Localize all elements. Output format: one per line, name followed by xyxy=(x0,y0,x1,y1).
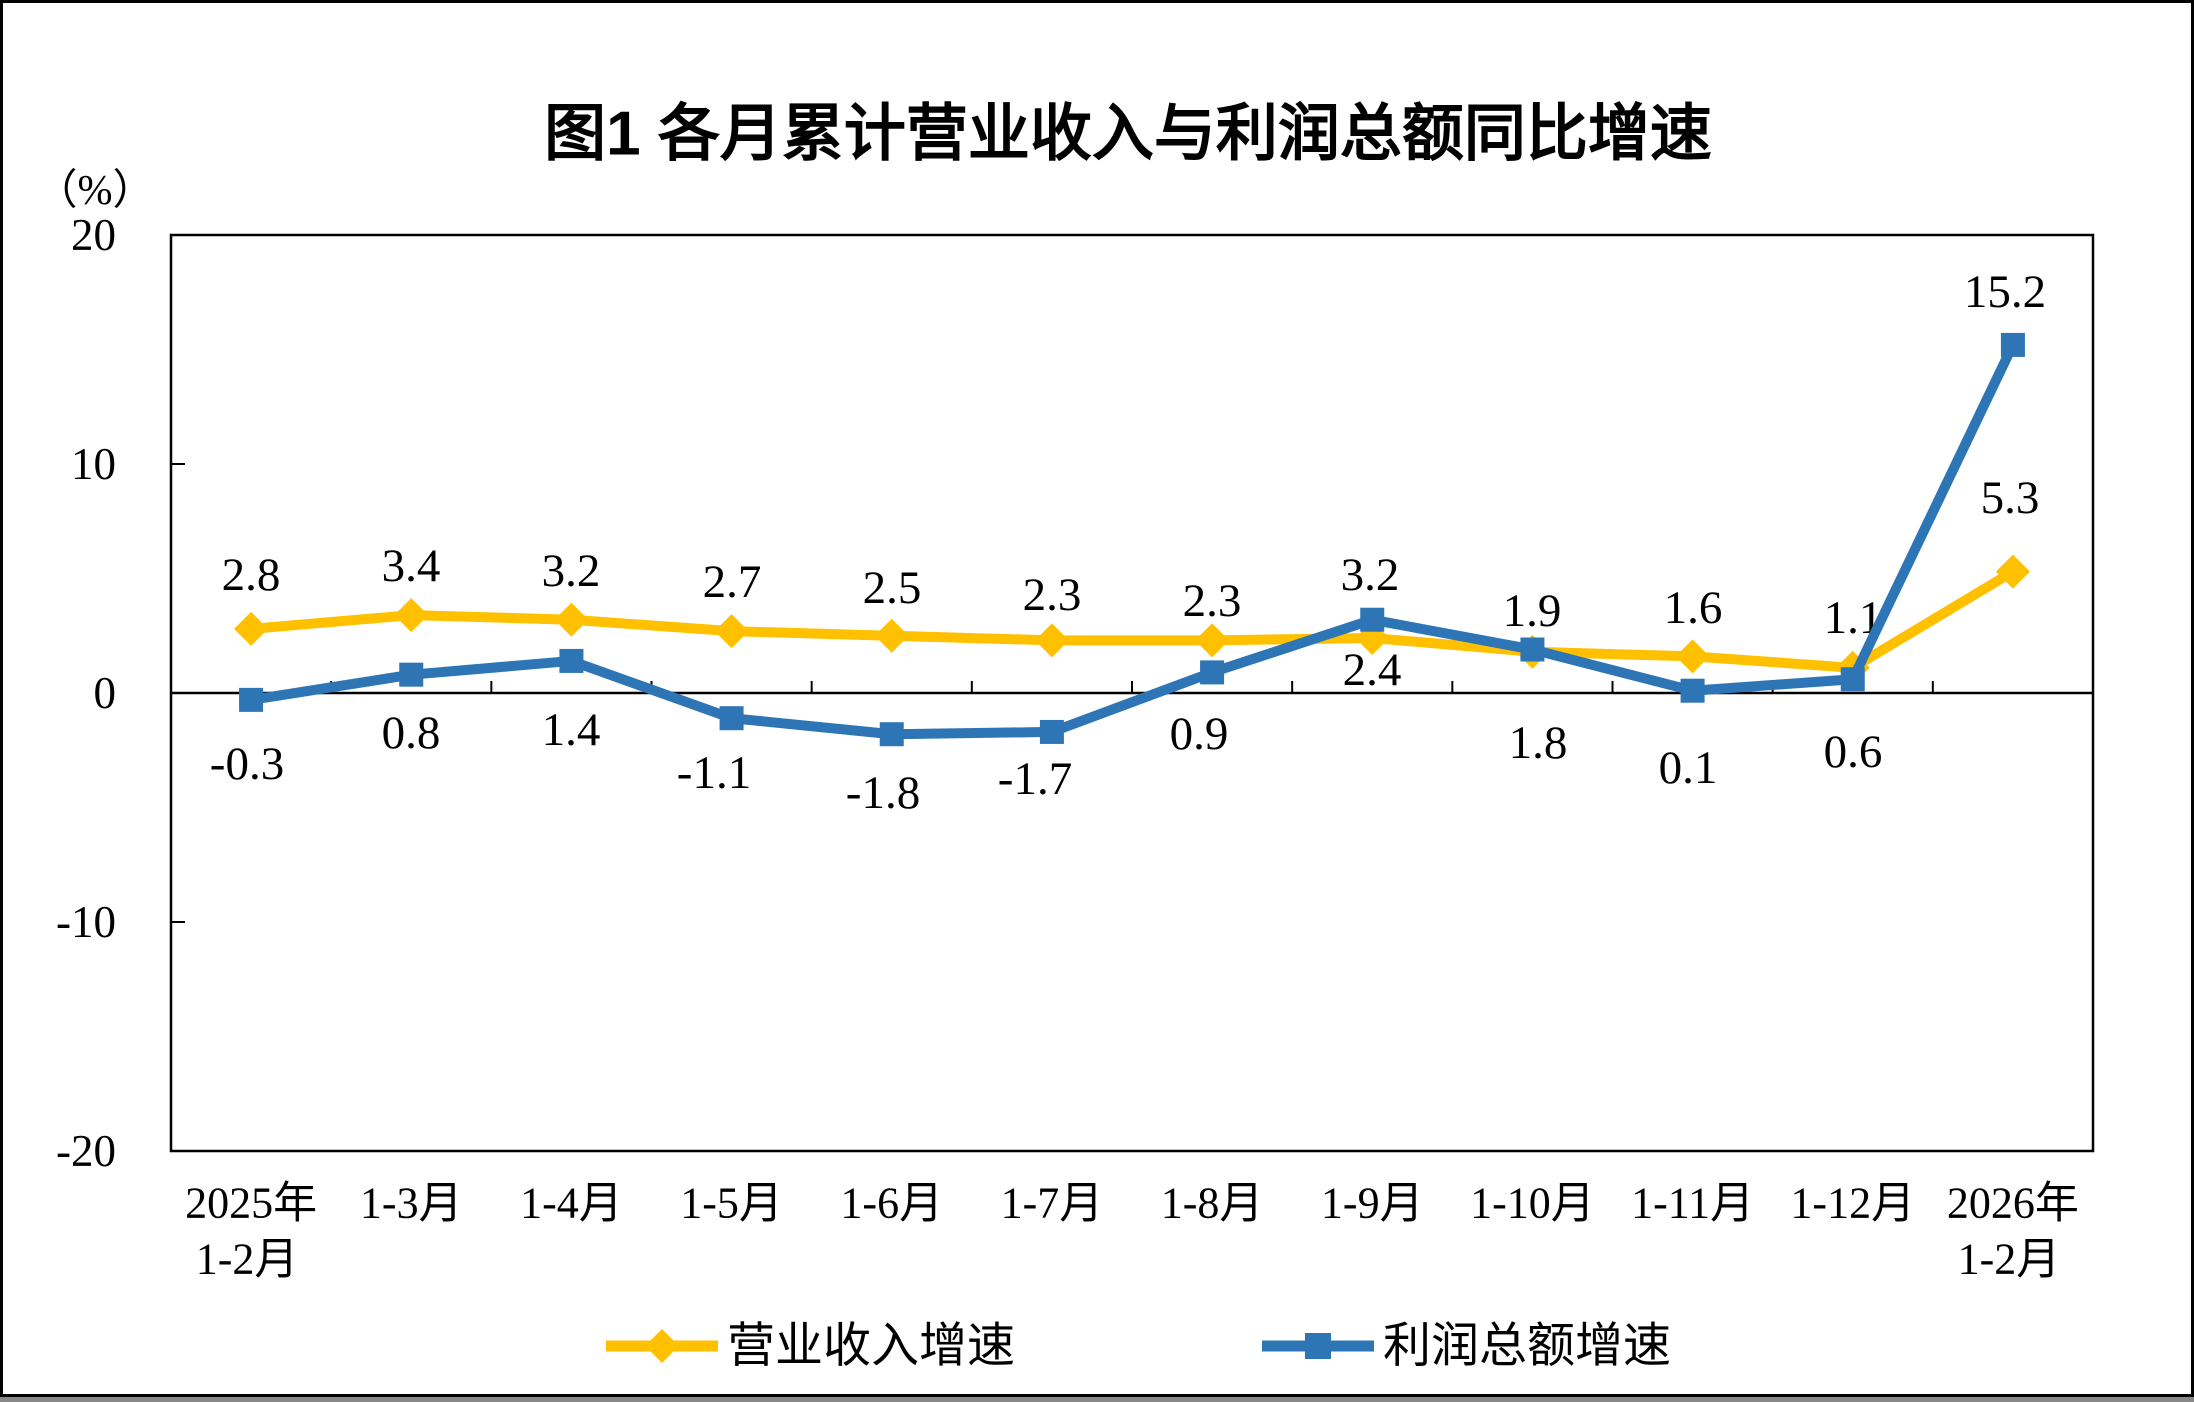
chart-title: 图1 各月累计营业收入与利润总额同比增速 xyxy=(544,100,1712,169)
revenue-diamond-marker xyxy=(394,598,429,633)
profit-square-marker xyxy=(559,648,584,673)
revenue-diamond-marker xyxy=(1995,554,2030,589)
x-axis-label: 2026年 xyxy=(1947,1179,2079,1228)
y-axis-tick-labels: 20 10 0 -10 -20 xyxy=(56,210,116,1176)
profit-square-marker xyxy=(1039,719,1064,744)
profit-data-label: 1.4 xyxy=(542,704,601,756)
revenue-diamond-marker xyxy=(1195,623,1230,658)
profit-data-label: 0.9 xyxy=(1170,708,1229,760)
revenue-data-label: 2.5 xyxy=(863,562,922,614)
profit-data-label: -1.8 xyxy=(846,767,920,819)
profit-square-marker-icon xyxy=(1305,1333,1331,1359)
x-axis-label: 2025年 xyxy=(185,1179,317,1228)
x-axis-label: 1-10月 xyxy=(1470,1179,1595,1228)
profit-data-label: 0.1 xyxy=(1659,742,1718,794)
legend-label-profit: 利润总额增速 xyxy=(1383,1320,1671,1373)
x-axis-label-line2: 1-2月 xyxy=(1958,1235,2061,1284)
x-axis-label: 1-4月 xyxy=(520,1179,623,1228)
legend-item-revenue: 营业收入增速 xyxy=(606,1320,1015,1373)
revenue-data-label: 2.4 xyxy=(1343,644,1402,696)
revenue-line xyxy=(250,567,2016,673)
profit-square-marker xyxy=(239,687,264,712)
profit-data-label: 1.9 xyxy=(1503,585,1562,637)
revenue-data-label: 3.4 xyxy=(382,540,441,592)
x-axis-label: 1-8月 xyxy=(1161,1179,1264,1228)
revenue-data-label: 1.6 xyxy=(1664,582,1723,634)
series-layer: 2.8 3.4 3.2 2.7 2.5 2.3 2.32.41.81.6 1.15.3-0.3… xyxy=(210,266,2046,819)
x-axis-label-line2: 1-2月 xyxy=(196,1235,299,1284)
revenue-data-label: 2.7 xyxy=(703,556,762,608)
y-axis-unit-label: （%） xyxy=(36,168,155,214)
x-axis-label: 1-6月 xyxy=(840,1179,943,1228)
revenue-diamond-marker xyxy=(234,611,269,646)
profit-data-label: -1.1 xyxy=(677,747,751,799)
revenue-diamond-marker xyxy=(714,614,749,649)
revenue-data-label: 5.3 xyxy=(1981,472,2040,524)
series-profit: -0.3 0.8 1.4 -1.1 -1.8 -1.7 0.9 3.2 1.9 0.1 0.6 15.… xyxy=(210,266,2046,819)
revenue-data-label: 2.8 xyxy=(222,549,281,601)
revenue-diamond-marker xyxy=(874,618,909,653)
profit-square-marker xyxy=(1840,667,1865,692)
y-axis-tick-label: -20 xyxy=(56,1126,116,1176)
y-axis-tick-label: 0 xyxy=(94,668,117,718)
profit-data-label: -1.7 xyxy=(998,753,1072,805)
profit-square-marker xyxy=(1360,607,1385,632)
y-axis-tick-label: 10 xyxy=(71,439,116,489)
revenue-data-label: 3.2 xyxy=(542,545,601,597)
profit-line xyxy=(250,342,2018,740)
profit-square-marker xyxy=(1200,660,1225,685)
profit-square-marker xyxy=(2000,332,2025,357)
x-axis-labels: 2025年 1-2月 1-3月 1-4月 1-5月 1-6月 1-7月 1-8月 1-9月 1-1… xyxy=(185,1179,2079,1284)
y-axis-ticks xyxy=(171,463,185,923)
revenue-diamond-marker xyxy=(554,602,589,637)
profit-data-label: 0.6 xyxy=(1824,726,1883,778)
series-revenue: 2.8 3.4 3.2 2.7 2.5 2.3 2.32.41.81.6 1.15.3 xyxy=(222,472,2040,769)
revenue-diamond-marker xyxy=(1675,639,1710,674)
legend: 营业收入增速 利润总额增速 xyxy=(606,1320,1671,1373)
x-axis-label: 1-3月 xyxy=(360,1179,463,1228)
profit-square-marker xyxy=(719,706,744,731)
legend-item-profit: 利润总额增速 xyxy=(1262,1320,1671,1373)
x-axis-label: 1-7月 xyxy=(1001,1179,1104,1228)
profit-square-marker xyxy=(1680,678,1705,703)
legend-label-revenue: 营业收入增速 xyxy=(727,1320,1015,1373)
profit-data-label: 15.2 xyxy=(1964,266,2046,318)
revenue-diamond-marker xyxy=(1034,623,1069,658)
profit-square-marker xyxy=(879,722,904,747)
x-axis-label: 1-9月 xyxy=(1321,1179,1424,1228)
y-axis-tick-label: 20 xyxy=(71,210,116,260)
revenue-diamond-marker-icon xyxy=(645,1329,679,1363)
x-axis-label: 1-11月 xyxy=(1631,1179,1754,1228)
revenue-data-label: 2.3 xyxy=(1023,569,1082,621)
profit-square-marker xyxy=(399,662,424,687)
profit-data-label: 0.8 xyxy=(382,707,441,759)
revenue-data-label: 2.3 xyxy=(1183,575,1242,627)
profit-data-label: 3.2 xyxy=(1341,549,1400,601)
revenue-data-label: 1.8 xyxy=(1509,717,1568,769)
x-axis-label: 1-5月 xyxy=(680,1179,783,1228)
x-axis-label: 1-12月 xyxy=(1790,1179,1915,1228)
profit-data-label: -0.3 xyxy=(210,738,284,790)
profit-square-marker xyxy=(1520,637,1545,662)
y-axis-tick-label: -10 xyxy=(56,897,116,947)
